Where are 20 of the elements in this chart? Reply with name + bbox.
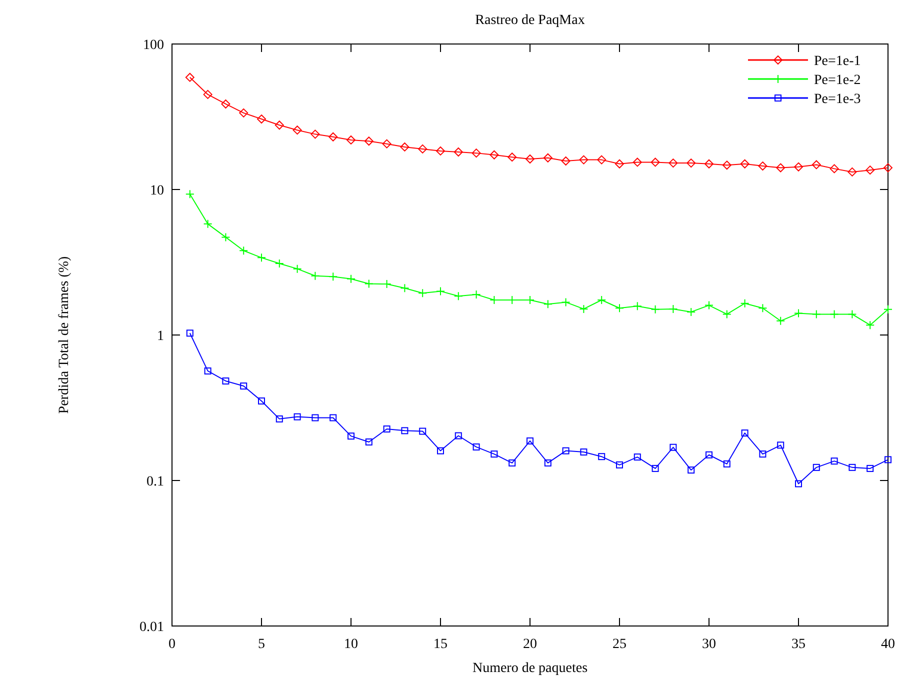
x-tick-label: 40	[881, 637, 895, 652]
x-tick-label: 0	[168, 637, 176, 652]
y-tick-label: 1	[157, 329, 164, 344]
legend-label: Pe=1e-2	[814, 73, 861, 88]
x-tick-label: 20	[523, 637, 537, 652]
x-tick-label: 15	[434, 637, 448, 652]
y-tick-label: 0.01	[140, 620, 164, 635]
legend-label: Pe=1e-1	[814, 54, 861, 69]
x-tick-label: 5	[258, 637, 265, 652]
x-tick-label: 10	[344, 637, 358, 652]
y-tick-label: 10	[150, 184, 164, 198]
x-axis-title: Numero de paquetes	[472, 661, 588, 676]
x-tick-label: 35	[792, 637, 806, 652]
y-tick-label: 100	[143, 38, 164, 53]
x-tick-label: 25	[612, 637, 626, 652]
y-axis-title: Perdida Total de frames (%)	[57, 256, 72, 414]
legend-label: Pe=1e-3	[814, 92, 861, 107]
x-tick-label: 30	[702, 637, 716, 652]
chart-title: Rastreo de PaqMax	[475, 13, 585, 28]
y-tick-label: 0.1	[146, 474, 164, 490]
